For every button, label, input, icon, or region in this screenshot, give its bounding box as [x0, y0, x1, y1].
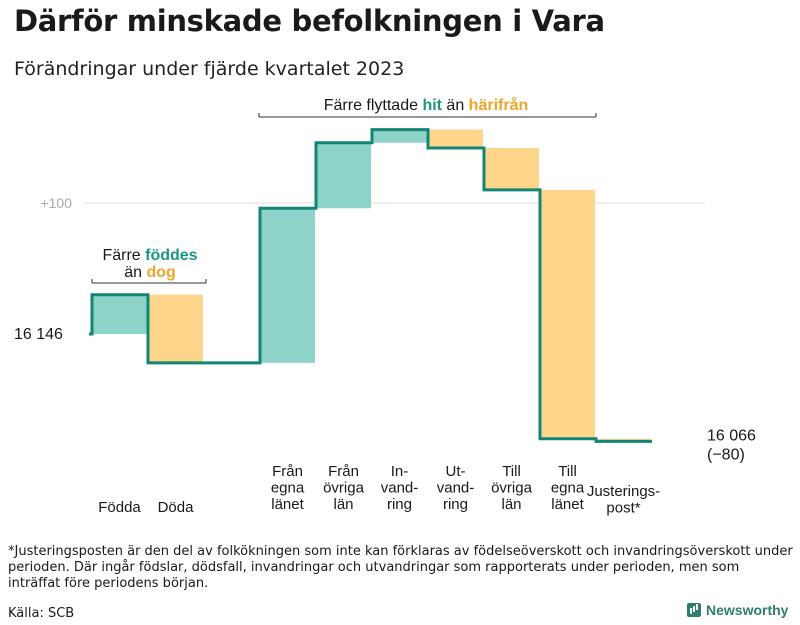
annotation-births-line1: Färre föddes: [102, 247, 197, 264]
category-label-9-1: post*: [606, 500, 640, 517]
category-label-8-2: länet: [551, 496, 584, 513]
end-change-label: (−80): [707, 446, 745, 463]
category-label-8-0: Till: [558, 463, 577, 480]
category-label-7-0: Till: [502, 463, 521, 480]
category-label-3-0: Från: [272, 463, 303, 480]
category-label-5-0: In-: [391, 463, 409, 480]
category-label-1-0: Döda: [158, 499, 195, 516]
brand-name: Newsworthy: [706, 602, 789, 618]
waterfall-bar-0: [92, 294, 147, 334]
category-label-7-1: övriga: [491, 480, 533, 497]
y-tick-label-100: +100: [40, 195, 72, 211]
chart-title: Därför minskade befolkningen i Vara: [14, 4, 605, 38]
waterfall-bar-5: [372, 129, 427, 143]
category-label-6-0: Ut-: [446, 463, 466, 480]
waterfall-bar-6: [428, 129, 483, 148]
category-label-6-2: ring: [443, 496, 468, 513]
category-label-6-1: vand-: [437, 480, 475, 497]
source-label: Källa: SCB: [8, 606, 75, 621]
category-label-9-0: Justerings-: [587, 483, 660, 500]
category-label-4-1: övriga: [323, 480, 365, 497]
chart-subtitle: Förändringar under fjärde kvartalet 2023: [14, 58, 405, 80]
brand-logo: Newsworthy: [687, 602, 788, 618]
category-label-0-0: Födda: [98, 499, 141, 516]
waterfall-bar-3: [260, 208, 315, 363]
waterfall-bar-8: [540, 189, 595, 439]
end-value-label: 16 066: [707, 427, 756, 444]
category-label-3-1: egna: [271, 480, 305, 497]
waterfall-bar-7: [484, 147, 539, 190]
waterfall-bar-4: [316, 142, 371, 209]
category-label-3-2: länet: [271, 496, 304, 513]
start-value-label: 16 146: [14, 326, 63, 343]
category-label-5-1: vand-: [381, 480, 419, 497]
category-label-7-2: län: [501, 496, 521, 513]
step-line: [89, 128, 652, 443]
category-label-4-2: län: [333, 496, 353, 513]
newsworthy-logo-icon: [687, 603, 701, 617]
category-label-4-0: Från: [328, 463, 359, 480]
category-label-5-2: ring: [387, 496, 412, 513]
annotation-migration: Färre flyttade hit än härifrån: [324, 96, 529, 114]
category-label-8-1: egna: [551, 480, 585, 497]
annotation-births-line2: än dog: [124, 264, 176, 281]
footnote: *Justeringsposten är den del av folkökni…: [8, 544, 793, 591]
waterfall-bar-1: [148, 294, 203, 363]
